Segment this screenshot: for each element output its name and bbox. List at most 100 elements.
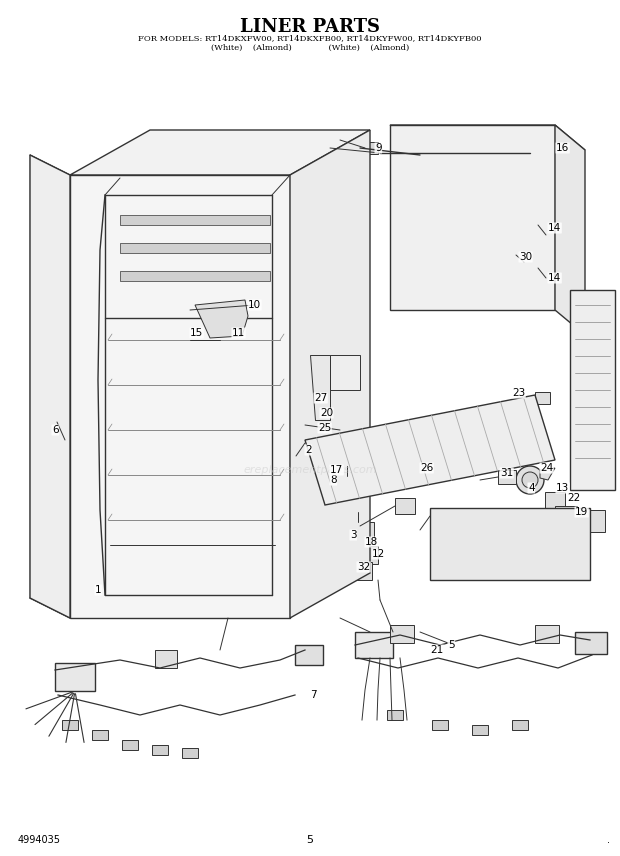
Bar xyxy=(575,632,607,654)
Bar xyxy=(92,730,108,740)
Polygon shape xyxy=(30,155,70,618)
Text: 11: 11 xyxy=(232,328,246,338)
Circle shape xyxy=(335,476,359,500)
Text: 30: 30 xyxy=(519,252,532,262)
Text: 20: 20 xyxy=(320,408,333,418)
Polygon shape xyxy=(310,355,330,420)
Bar xyxy=(512,720,528,730)
Bar xyxy=(360,142,378,154)
Polygon shape xyxy=(120,243,270,253)
Bar xyxy=(55,663,95,691)
Polygon shape xyxy=(555,125,585,335)
Bar xyxy=(30,440,48,468)
Text: 8: 8 xyxy=(330,475,337,485)
Text: 14: 14 xyxy=(548,273,561,283)
Polygon shape xyxy=(195,300,248,338)
Bar xyxy=(152,745,168,755)
Bar xyxy=(350,522,374,544)
Polygon shape xyxy=(290,130,370,618)
Text: 4: 4 xyxy=(528,483,534,493)
Text: 17: 17 xyxy=(330,465,343,475)
Text: 15: 15 xyxy=(190,328,203,338)
Bar xyxy=(310,408,325,418)
Text: 18: 18 xyxy=(365,537,378,547)
Text: 24: 24 xyxy=(540,463,553,473)
Bar xyxy=(555,506,577,520)
Bar xyxy=(460,515,525,570)
Text: 3: 3 xyxy=(350,530,356,540)
Text: 27: 27 xyxy=(314,393,327,403)
Bar xyxy=(498,470,516,484)
Circle shape xyxy=(425,175,495,245)
Bar xyxy=(432,720,448,730)
Circle shape xyxy=(541,273,551,283)
Text: 23: 23 xyxy=(512,388,525,398)
Text: 26: 26 xyxy=(420,463,433,473)
Text: 5: 5 xyxy=(306,835,314,845)
Text: 31: 31 xyxy=(500,468,513,478)
Text: 2: 2 xyxy=(305,445,312,455)
Bar xyxy=(110,530,275,580)
Bar xyxy=(387,710,403,720)
Text: 13: 13 xyxy=(556,483,569,493)
Text: 7: 7 xyxy=(310,690,317,700)
Polygon shape xyxy=(430,508,590,580)
Text: 32: 32 xyxy=(357,562,370,572)
Bar xyxy=(570,510,605,532)
Text: 19: 19 xyxy=(575,507,588,517)
Circle shape xyxy=(228,306,252,330)
Circle shape xyxy=(516,466,544,494)
Polygon shape xyxy=(540,468,555,480)
Polygon shape xyxy=(305,395,555,505)
Circle shape xyxy=(303,438,313,448)
Text: 25: 25 xyxy=(318,423,331,433)
Text: 12: 12 xyxy=(372,549,385,559)
Bar xyxy=(350,562,372,580)
Bar xyxy=(330,468,350,483)
Bar xyxy=(295,645,323,665)
Bar xyxy=(545,492,565,510)
Text: 16: 16 xyxy=(556,143,569,153)
Text: 5: 5 xyxy=(448,640,454,650)
Polygon shape xyxy=(390,125,585,150)
Text: .: . xyxy=(607,835,610,845)
Bar xyxy=(472,725,488,735)
Polygon shape xyxy=(120,215,270,225)
Text: LINER PARTS: LINER PARTS xyxy=(240,18,380,36)
Circle shape xyxy=(541,230,551,240)
Polygon shape xyxy=(70,130,370,175)
Polygon shape xyxy=(390,125,555,310)
Bar xyxy=(395,498,415,514)
Bar xyxy=(155,650,177,668)
Text: FOR MODELS: RT14DKXFW00, RT14DKXFB00, RT14DKYFW00, RT14DKYFB00: FOR MODELS: RT14DKXFW00, RT14DKXFB00, RT… xyxy=(138,34,482,42)
Circle shape xyxy=(338,373,352,387)
Bar xyxy=(360,546,378,564)
Text: 6: 6 xyxy=(52,425,59,435)
Circle shape xyxy=(522,472,538,488)
Circle shape xyxy=(519,257,529,267)
Bar xyxy=(62,720,78,730)
Text: 9: 9 xyxy=(375,143,382,153)
Text: ereplacementparts.com: ereplacementparts.com xyxy=(243,465,377,475)
Circle shape xyxy=(418,168,502,252)
Bar xyxy=(535,392,550,404)
Text: 4994035: 4994035 xyxy=(18,835,61,845)
Polygon shape xyxy=(330,355,360,390)
Text: 21: 21 xyxy=(430,645,443,655)
Bar xyxy=(295,445,313,460)
Bar xyxy=(430,508,450,524)
Circle shape xyxy=(340,481,354,495)
Bar xyxy=(122,740,138,750)
Bar xyxy=(30,240,48,268)
Bar xyxy=(355,632,393,658)
Text: 22: 22 xyxy=(567,493,580,503)
Polygon shape xyxy=(70,175,290,618)
Text: 10: 10 xyxy=(248,300,261,310)
Bar xyxy=(535,625,559,643)
Bar xyxy=(305,388,327,404)
Bar xyxy=(182,748,198,758)
Text: (White)    (Almond)              (White)    (Almond): (White) (Almond) (White) (Almond) xyxy=(211,44,409,52)
Text: 14: 14 xyxy=(548,223,561,233)
Polygon shape xyxy=(570,290,615,490)
Circle shape xyxy=(220,298,260,338)
